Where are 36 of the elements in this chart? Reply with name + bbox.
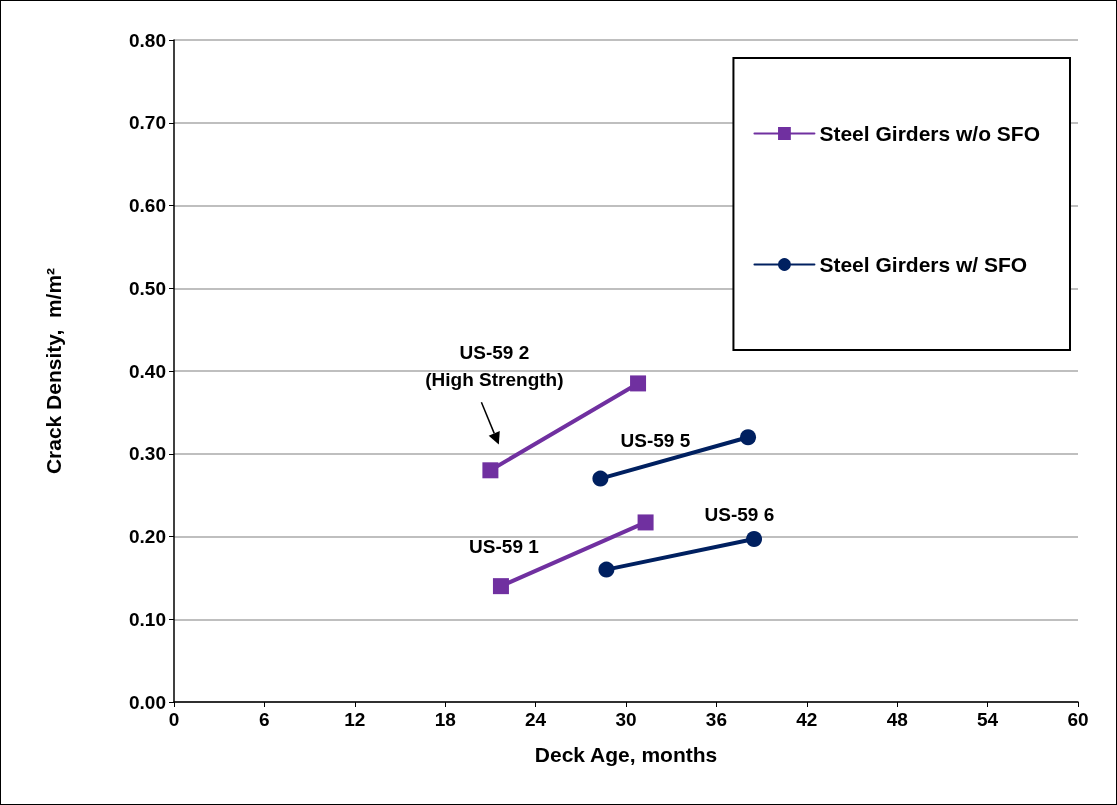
x-tick-label: 54 bbox=[977, 709, 999, 730]
point bbox=[492, 578, 509, 595]
point bbox=[592, 470, 609, 487]
legend-label: Steel Girders w/o SFO bbox=[819, 122, 1040, 145]
y-tick-label: 0.70 bbox=[129, 112, 166, 134]
y-tick-label: 0.10 bbox=[129, 608, 166, 630]
x-tick-label: 60 bbox=[1067, 709, 1089, 730]
y-axis-title: Crack Density, m/m² bbox=[42, 267, 65, 475]
x-tick-label: 24 bbox=[525, 709, 547, 730]
y-tick-label: 0.60 bbox=[129, 195, 166, 216]
x-axis-title: Deck Age, months bbox=[534, 743, 718, 766]
point bbox=[482, 462, 499, 479]
x-tick-label: 42 bbox=[796, 709, 818, 730]
x-tick-label: 18 bbox=[434, 709, 456, 730]
point bbox=[598, 561, 615, 578]
annotation: US-59 1 bbox=[469, 535, 540, 557]
y-tick-label: 0.00 bbox=[129, 691, 166, 713]
annotation: US-59 6 bbox=[704, 504, 775, 526]
y-tick-label: 0.40 bbox=[129, 360, 166, 382]
x-tick-label: 6 bbox=[259, 709, 270, 730]
annotation: US-59 2 (High Strength) bbox=[425, 342, 564, 391]
x-tick-label: 30 bbox=[615, 709, 637, 730]
point bbox=[630, 375, 647, 392]
y-tick-label: 0.80 bbox=[129, 29, 166, 51]
x-tick-label: 48 bbox=[886, 709, 908, 730]
legend-label: Steel Girders w/ SFO bbox=[819, 253, 1028, 276]
x-tick-label: 36 bbox=[705, 709, 727, 730]
point bbox=[637, 514, 654, 531]
annotation: US-59 5 bbox=[620, 430, 691, 452]
point bbox=[746, 530, 763, 547]
point bbox=[740, 429, 757, 446]
y-tick-label: 0.50 bbox=[129, 277, 166, 299]
x-tick-label: 0 bbox=[168, 709, 180, 730]
y-tick-label: 0.20 bbox=[129, 526, 166, 547]
x-tick-label: 12 bbox=[344, 709, 366, 730]
y-tick-label: 0.30 bbox=[129, 443, 166, 465]
